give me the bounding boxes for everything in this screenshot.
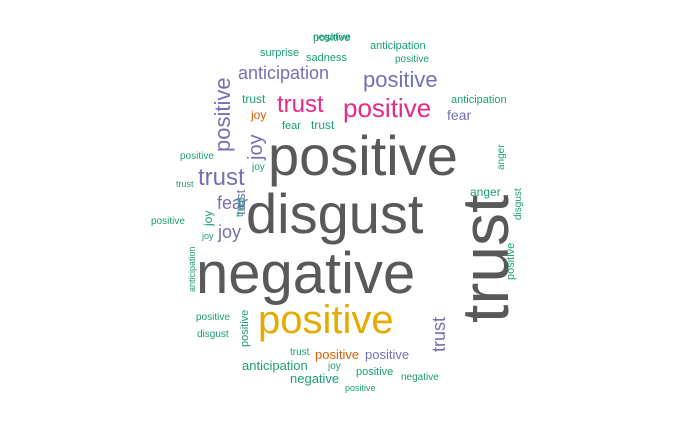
- word: positive: [180, 151, 214, 162]
- word: positive: [363, 67, 438, 92]
- word: negative: [401, 372, 439, 383]
- word: trust: [242, 92, 266, 106]
- word: surprise: [260, 47, 300, 59]
- word: joy: [201, 210, 215, 226]
- word: positive: [313, 32, 351, 44]
- word: positive: [345, 383, 376, 393]
- word: trust: [277, 91, 324, 118]
- word: positive: [315, 347, 360, 362]
- word: positive: [210, 77, 235, 152]
- word: trust: [176, 179, 194, 189]
- word: anger: [470, 185, 501, 199]
- word: negative: [290, 371, 340, 386]
- word: negative: [313, 32, 351, 43]
- word: positive: [258, 298, 394, 342]
- word: fear: [447, 107, 472, 123]
- word: positive: [343, 93, 432, 123]
- word: positive: [365, 347, 410, 362]
- word: disgust: [513, 188, 524, 220]
- word: sadness: [306, 52, 347, 64]
- word: positive: [505, 242, 517, 280]
- word: joy: [218, 222, 242, 242]
- word: positive: [395, 54, 429, 65]
- word: anticipation: [242, 358, 308, 373]
- word: anticipation: [451, 94, 507, 106]
- word: trust: [311, 118, 335, 132]
- word: fear: [282, 120, 301, 132]
- word: positive: [268, 124, 458, 187]
- word: anticipation: [238, 63, 330, 83]
- word: joy: [252, 162, 265, 173]
- word: disgust: [197, 329, 229, 340]
- word: joy: [328, 361, 341, 372]
- word: positive: [356, 366, 394, 378]
- word: joy: [202, 231, 214, 241]
- word: positive: [196, 312, 230, 323]
- word: trust: [429, 316, 449, 352]
- word: joy: [245, 134, 267, 160]
- word: trust: [198, 164, 245, 191]
- word: anticipation: [370, 40, 426, 52]
- word: positive: [239, 309, 251, 347]
- word: anticipation: [187, 246, 197, 292]
- word: negative: [196, 241, 416, 306]
- word: trust: [290, 347, 310, 358]
- word: trust: [235, 197, 246, 217]
- word: joy: [251, 108, 267, 122]
- word: fear: [217, 193, 249, 213]
- word: positive: [151, 216, 185, 227]
- word: anger: [496, 144, 507, 170]
- word: disgust: [246, 182, 424, 245]
